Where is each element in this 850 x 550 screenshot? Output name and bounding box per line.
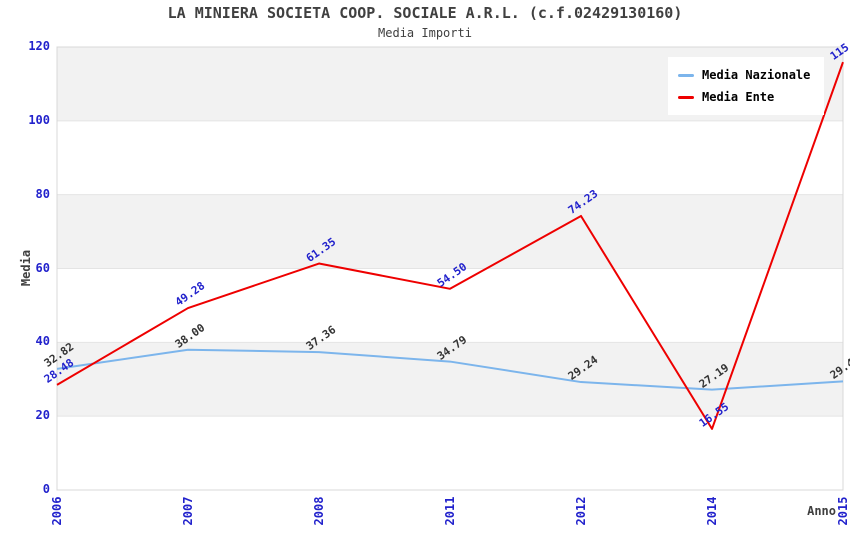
y-tick-label: 0 bbox=[42, 482, 50, 496]
x-tick-label: 2006 bbox=[50, 496, 64, 526]
x-axis-title: Anno bbox=[807, 504, 836, 518]
legend: Media Nazionale Media Ente bbox=[668, 57, 825, 115]
series-line-media-ente bbox=[56, 61, 844, 430]
x-tick-label: 2015 bbox=[836, 496, 850, 526]
legend-item-media-ente[interactable]: Media Ente bbox=[678, 86, 810, 108]
plot-band bbox=[57, 194, 843, 269]
plot-border bbox=[56, 46, 844, 491]
x-tick-label: 2011 bbox=[443, 496, 457, 526]
y-tick-label: 100 bbox=[28, 112, 50, 127]
x-tick-label: 2008 bbox=[312, 496, 326, 526]
y-tick-label: 40 bbox=[35, 334, 50, 349]
legend-label-ente: Media Ente bbox=[702, 90, 775, 104]
x-tick-label: 2007 bbox=[181, 496, 195, 526]
legend-item-media-nazionale[interactable]: Media Nazionale bbox=[678, 64, 810, 86]
series-line-media-nazionale bbox=[56, 348, 844, 391]
y-tick-label: 120 bbox=[28, 39, 50, 53]
chart-subtitle: Media Importi bbox=[378, 26, 472, 40]
y-axis-title: Media bbox=[19, 249, 33, 287]
y-tick-label: 60 bbox=[35, 260, 50, 275]
legend-swatch-ente-icon bbox=[678, 95, 694, 99]
plot-band bbox=[57, 342, 843, 417]
chart-title: LA MINIERA SOCIETA COOP. SOCIALE A.R.L. … bbox=[167, 4, 683, 22]
legend-label-nazionale: Media Nazionale bbox=[702, 68, 811, 82]
x-tick-label: 2014 bbox=[705, 496, 719, 526]
y-tick-label: 80 bbox=[35, 186, 50, 201]
legend-swatch-nazionale-icon bbox=[678, 73, 694, 77]
y-tick-label: 20 bbox=[35, 408, 50, 423]
x-tick-label: 2012 bbox=[574, 496, 588, 526]
